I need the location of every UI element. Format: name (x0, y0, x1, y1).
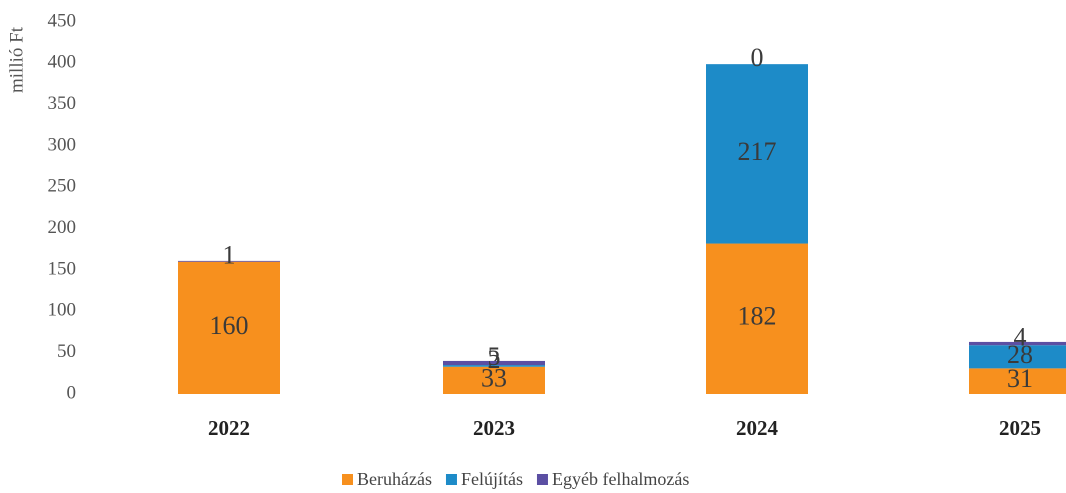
y-tick-label: 250 (48, 176, 77, 197)
data-label: 31 (1007, 364, 1033, 393)
x-tick-label: 2023 (473, 416, 515, 440)
legend-swatch (445, 474, 457, 485)
data-label: 1 (223, 240, 236, 269)
y-tick-label: 200 (48, 217, 77, 238)
bar-segment (706, 243, 808, 394)
bar-segment (443, 365, 545, 367)
y-tick-label: 150 (48, 258, 77, 279)
y-axis-title: millió Ft (6, 26, 27, 93)
data-label: 5 (488, 342, 501, 371)
y-tick-label: 350 (48, 93, 77, 114)
bar-segment (969, 368, 1066, 394)
bar-segment (443, 360, 545, 366)
legend-swatch (536, 474, 548, 485)
bar-segment (969, 341, 1066, 346)
bar-segment (969, 345, 1066, 369)
y-tick-label: 400 (48, 52, 77, 73)
bar-segment (706, 64, 808, 244)
bar-segment (178, 261, 280, 394)
x-tick-label: 2022 (208, 416, 250, 440)
data-label: 33 (481, 363, 507, 392)
data-label: 160 (210, 311, 249, 340)
data-label: 0 (751, 43, 764, 72)
legend-label: Beruházás (357, 469, 432, 489)
y-tick-label: 50 (57, 341, 76, 362)
x-tick-label: 2025 (999, 416, 1041, 440)
data-label: 217 (738, 137, 777, 166)
bar-segment (178, 260, 280, 262)
y-tick-label: 450 (48, 10, 77, 31)
y-tick-label: 0 (67, 382, 77, 403)
x-tick-label: 2024 (736, 416, 779, 440)
data-label: 182 (738, 302, 777, 331)
legend-swatch (342, 474, 353, 485)
data-label: 2 (488, 345, 501, 374)
data-label: 4 (1014, 323, 1027, 352)
y-tick-label: 100 (48, 300, 77, 321)
y-tick-label: 300 (48, 134, 77, 155)
bar-segment (443, 366, 545, 394)
legend-label: Egyéb felhalmozás (552, 469, 689, 489)
legend-label: Felújítás (461, 469, 523, 489)
